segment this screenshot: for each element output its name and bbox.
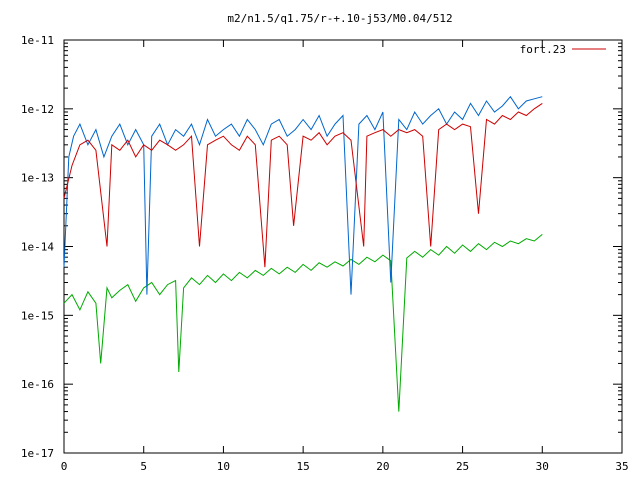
legend-label: fort.23 xyxy=(520,43,566,56)
y-axis: 1e-17 1e-16 1e-15 1e-14 1e-13 1e-12 1e-11 xyxy=(21,34,54,460)
legend: fort.23 xyxy=(520,43,606,56)
series-line-0 xyxy=(63,102,543,268)
plot-frame xyxy=(63,39,623,454)
y-tick-label: 1e-16 xyxy=(21,378,54,391)
series-line-2 xyxy=(63,234,543,412)
x-tick-label: 30 xyxy=(536,460,549,473)
x-tick-label: 5 xyxy=(140,460,147,473)
x-tick-label: 25 xyxy=(456,460,469,473)
y-tick-label: 1e-17 xyxy=(21,447,54,460)
y-tick-label: 1e-11 xyxy=(21,34,54,47)
x-tick-label: 35 xyxy=(615,460,628,473)
series-line-1 xyxy=(63,95,543,295)
x-tick-label: 15 xyxy=(297,460,310,473)
y-tick-label: 1e-15 xyxy=(21,309,54,322)
x-tick-label: 20 xyxy=(376,460,389,473)
x-tick-label: 10 xyxy=(217,460,230,473)
chart-title: m2/n1.5/q1.75/r-+.10-j53/M0.04/512 xyxy=(227,12,452,25)
y-tick-label: 1e-13 xyxy=(21,172,54,185)
y-tick-label: 1e-12 xyxy=(21,103,54,116)
plot-lines xyxy=(63,95,543,412)
axis-ticks xyxy=(63,39,623,454)
x-tick-label: 0 xyxy=(61,460,68,473)
y-tick-label: 1e-14 xyxy=(21,241,54,254)
x-axis: 0 5 10 15 20 25 30 35 xyxy=(61,460,629,473)
